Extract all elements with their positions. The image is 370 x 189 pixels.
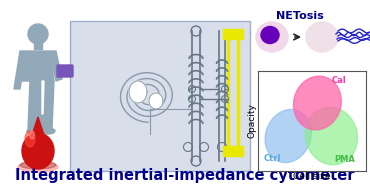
Text: NETosis: NETosis — [276, 11, 324, 21]
Bar — [233, 29, 243, 39]
Text: PMA: PMA — [334, 155, 355, 164]
Ellipse shape — [18, 162, 58, 172]
Polygon shape — [42, 81, 54, 129]
Circle shape — [28, 24, 48, 44]
Text: Integrated inertial-impedance cytometer: Integrated inertial-impedance cytometer — [15, 168, 355, 183]
Bar — [34, 37, 42, 49]
Ellipse shape — [30, 131, 34, 139]
Y-axis label: Opacity: Opacity — [248, 104, 257, 138]
Ellipse shape — [41, 128, 55, 134]
FancyBboxPatch shape — [70, 21, 250, 171]
Ellipse shape — [305, 107, 357, 165]
Ellipse shape — [265, 109, 312, 163]
Polygon shape — [42, 81, 44, 114]
Bar — [223, 146, 233, 156]
Polygon shape — [149, 93, 163, 109]
Polygon shape — [28, 81, 44, 129]
Ellipse shape — [20, 161, 56, 169]
Polygon shape — [14, 51, 26, 89]
Ellipse shape — [261, 26, 279, 43]
Ellipse shape — [293, 76, 342, 130]
Ellipse shape — [256, 22, 288, 52]
Ellipse shape — [306, 22, 338, 52]
Ellipse shape — [22, 133, 54, 169]
Polygon shape — [50, 51, 62, 81]
Ellipse shape — [25, 131, 35, 147]
X-axis label: Cell size: Cell size — [293, 172, 331, 181]
Polygon shape — [22, 51, 54, 81]
Text: Ctrl: Ctrl — [263, 154, 281, 163]
Ellipse shape — [27, 128, 41, 134]
Bar — [223, 29, 233, 39]
Polygon shape — [32, 117, 44, 135]
Text: Cal: Cal — [332, 76, 347, 85]
Polygon shape — [129, 81, 147, 103]
Bar — [233, 146, 243, 156]
FancyBboxPatch shape — [57, 65, 73, 77]
